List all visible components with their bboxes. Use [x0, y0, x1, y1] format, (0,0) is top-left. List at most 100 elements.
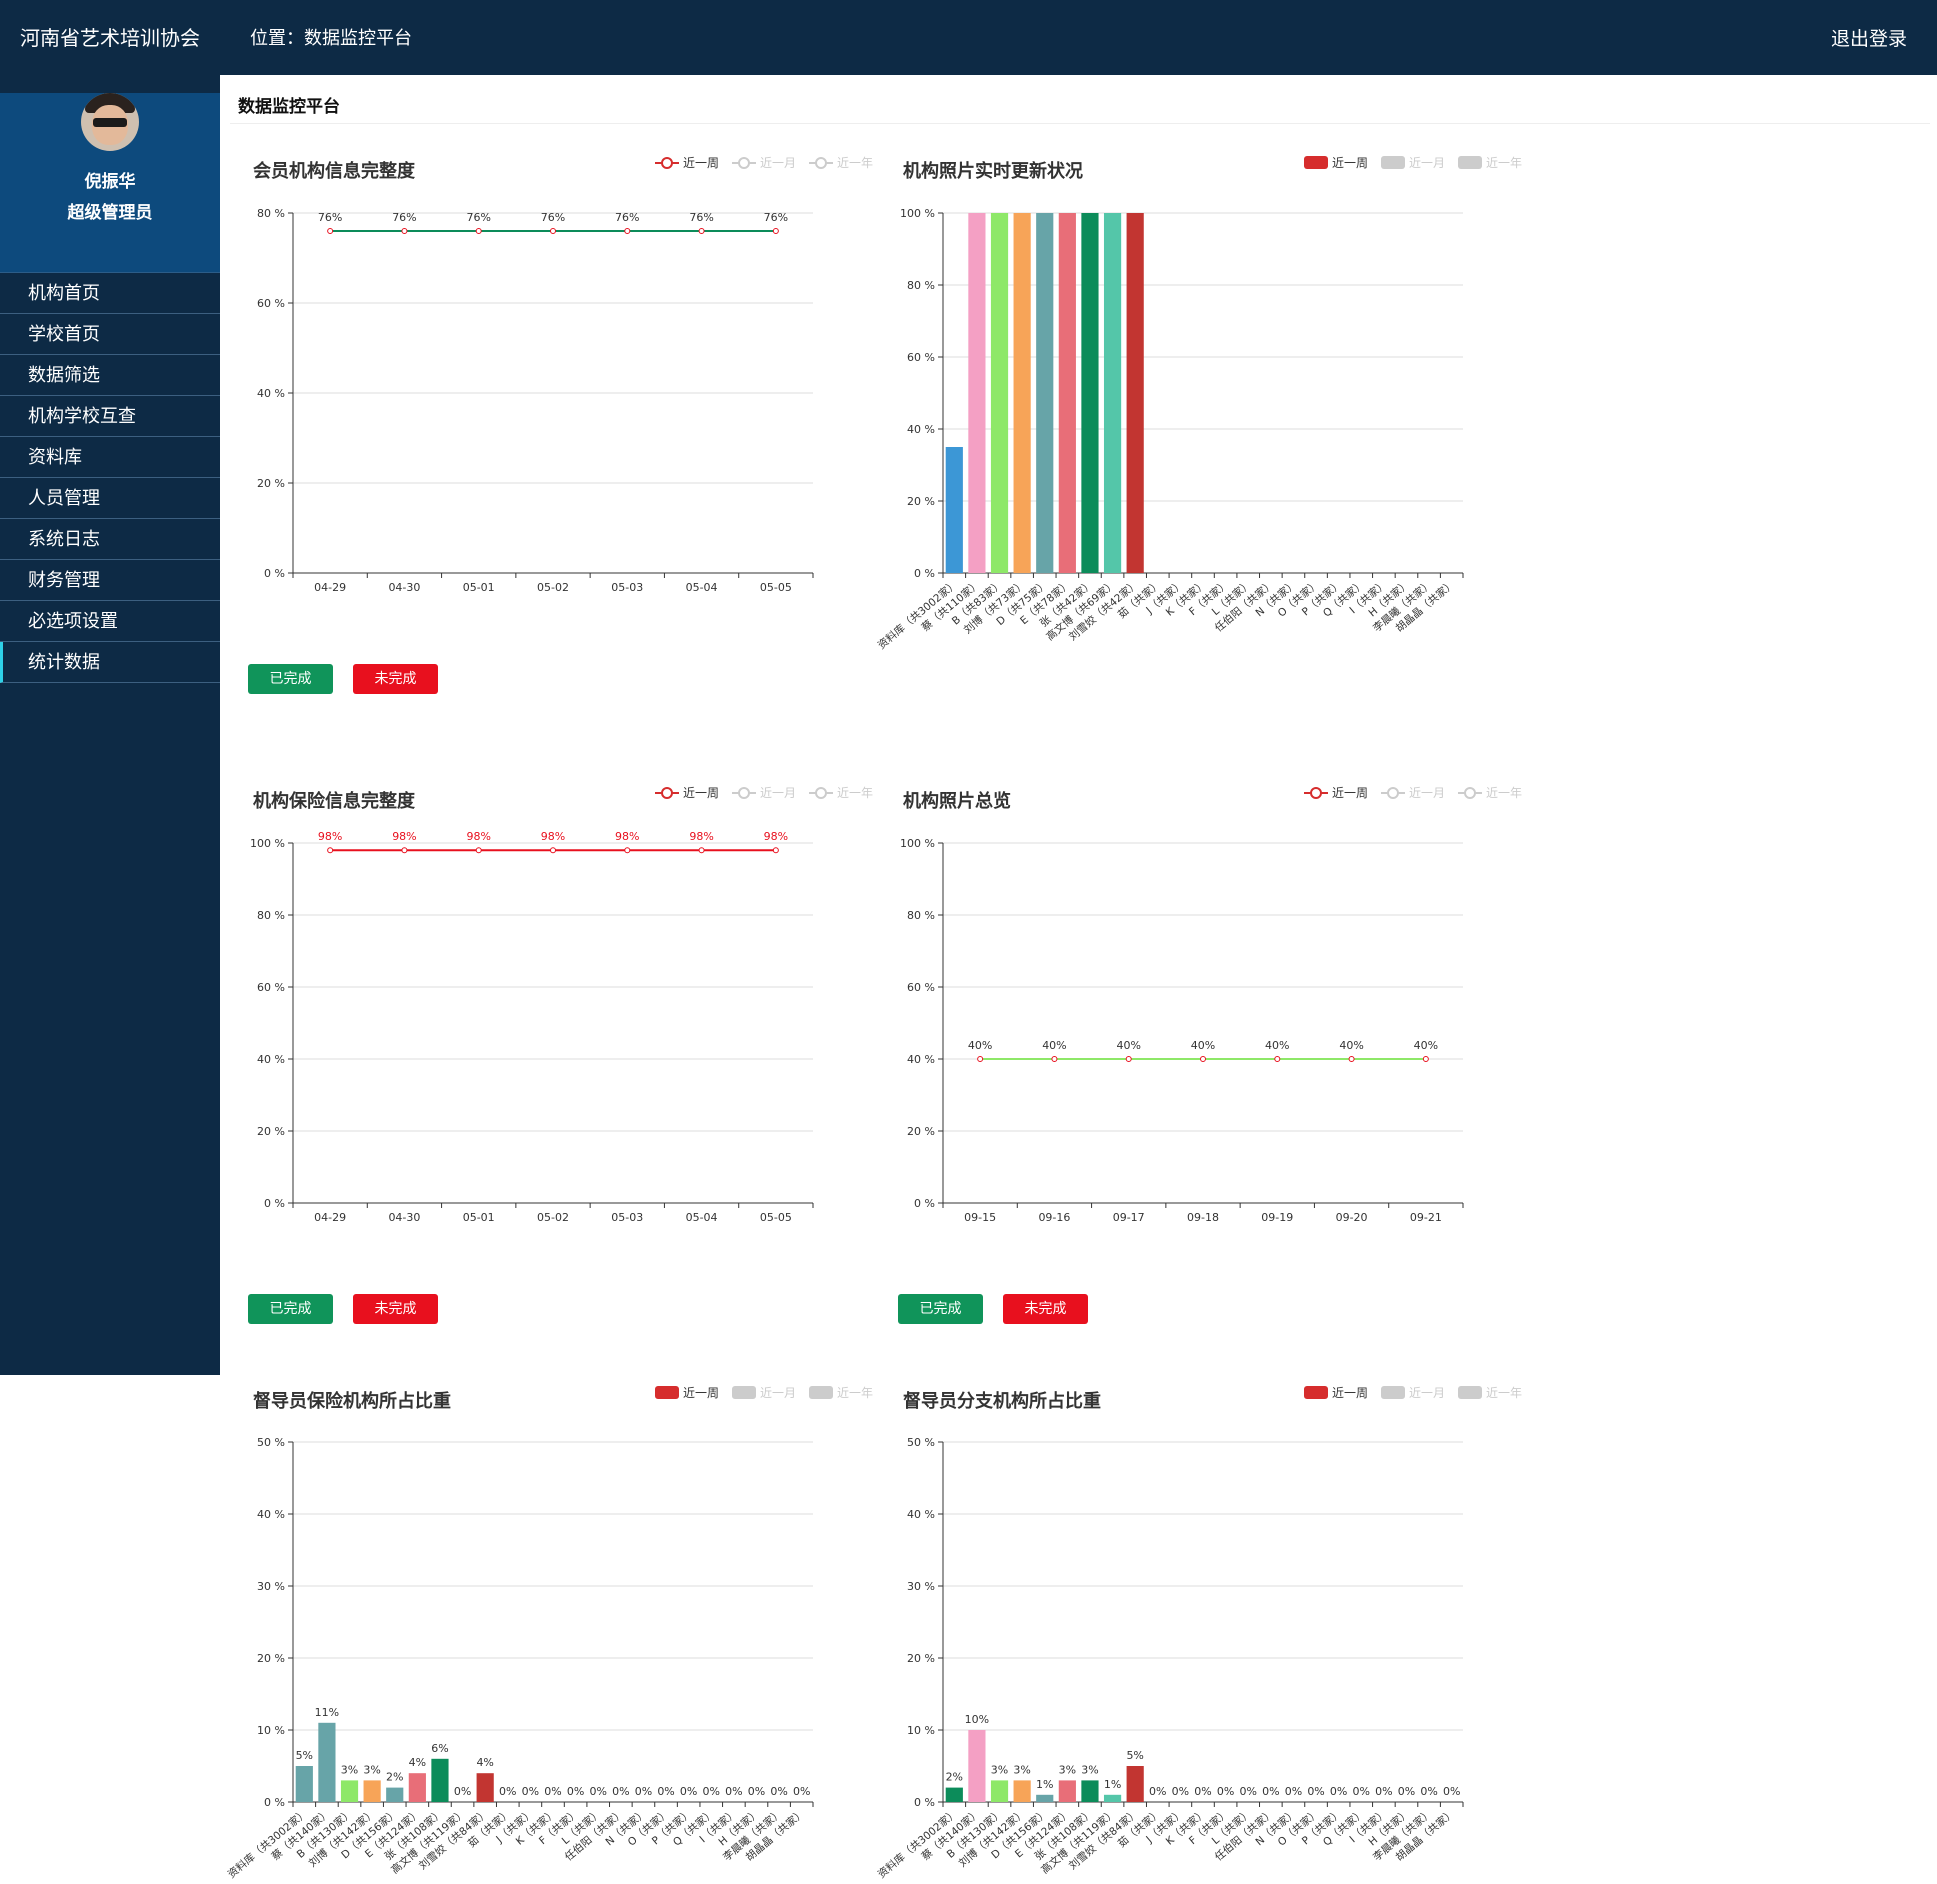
photo-overview-title: 机构照片总览: [903, 791, 1011, 812]
legend-rect-icon: [732, 1386, 756, 1399]
page-title: 数据监控平台: [238, 97, 340, 117]
data-label: 98%: [392, 830, 416, 843]
bar[interactable]: [1058, 213, 1076, 573]
bar[interactable]: [945, 447, 963, 573]
bar[interactable]: [1103, 213, 1122, 573]
bar[interactable]: [1036, 1794, 1054, 1802]
insurance-info-done-button[interactable]: 已完成: [248, 1294, 333, 1324]
data-point[interactable]: [698, 228, 705, 234]
legend-item-0[interactable]: 近一周: [1304, 154, 1368, 171]
data-point[interactable]: [475, 847, 482, 854]
y-tick-label: 40 %: [907, 1053, 935, 1066]
legend-item-1[interactable]: 近一月: [732, 1384, 796, 1401]
x-tick-label: 04-30: [388, 1211, 420, 1224]
legend-line-icon: [1304, 786, 1328, 799]
data-point[interactable]: [550, 847, 556, 854]
bar[interactable]: [1036, 213, 1054, 573]
photo-overview-undone-button[interactable]: 未完成: [1003, 1294, 1088, 1324]
data-point[interactable]: [772, 228, 779, 234]
data-label: 1%: [1104, 1778, 1121, 1791]
data-point[interactable]: [550, 228, 556, 234]
data-point[interactable]: [1051, 1056, 1058, 1062]
x-tick-label: 09-17: [1113, 1211, 1145, 1224]
legend-label: 近一月: [1409, 786, 1446, 800]
data-point[interactable]: [624, 228, 631, 234]
sidebar-item-5[interactable]: 人员管理: [0, 478, 220, 519]
data-point[interactable]: [698, 847, 705, 854]
legend-item-0[interactable]: 近一周: [1304, 1384, 1368, 1401]
data-point[interactable]: [1200, 1056, 1206, 1062]
sidebar-item-4[interactable]: 资料库: [0, 437, 220, 478]
bar[interactable]: [1013, 213, 1031, 573]
bar[interactable]: [990, 1780, 1009, 1802]
bar[interactable]: [1126, 1766, 1144, 1802]
bar[interactable]: [340, 1780, 359, 1802]
bar[interactable]: [476, 1773, 494, 1802]
bar[interactable]: [318, 1722, 336, 1802]
bar[interactable]: [990, 213, 1009, 573]
y-tick-label: 60 %: [907, 981, 935, 994]
bar[interactable]: [1126, 213, 1144, 573]
legend-item-2[interactable]: 近一年: [809, 1384, 873, 1401]
insurance-info-undone-button[interactable]: 未完成: [353, 1294, 438, 1324]
sidebar-item-1[interactable]: 学校首页: [0, 314, 220, 355]
data-point[interactable]: [624, 847, 631, 854]
legend-item-2[interactable]: 近一年: [809, 784, 873, 801]
member-info-done-button[interactable]: 已完成: [248, 664, 333, 694]
bar[interactable]: [386, 1787, 404, 1802]
legend-item-0[interactable]: 近一周: [655, 1384, 719, 1401]
legend-item-2[interactable]: 近一年: [1458, 154, 1522, 171]
legend-item-1[interactable]: 近一月: [1381, 1384, 1445, 1401]
x-tick-label: 09-15: [964, 1211, 996, 1224]
data-point[interactable]: [772, 847, 779, 854]
legend-item-0[interactable]: 近一周: [655, 154, 719, 171]
logout-link[interactable]: 退出登录: [1830, 28, 1907, 50]
data-point[interactable]: [977, 1056, 984, 1062]
photo-overview-done-button[interactable]: 已完成: [898, 1294, 983, 1324]
bar[interactable]: [968, 1730, 986, 1802]
legend-label: 近一年: [837, 786, 874, 800]
legend-line-icon: [655, 786, 679, 799]
data-point[interactable]: [475, 228, 482, 234]
legend-item-1[interactable]: 近一月: [732, 154, 796, 171]
bar[interactable]: [945, 1787, 963, 1802]
data-point[interactable]: [401, 228, 408, 234]
bar[interactable]: [408, 1773, 426, 1802]
y-tick-label: 50 %: [907, 1436, 935, 1449]
sidebar-item-2[interactable]: 数据筛选: [0, 355, 220, 396]
data-point[interactable]: [1422, 1056, 1429, 1062]
legend-item-1[interactable]: 近一月: [732, 784, 796, 801]
legend-item-2[interactable]: 近一年: [1458, 784, 1522, 801]
sidebar-item-3[interactable]: 机构学校互查: [0, 396, 220, 437]
legend-label: 近一周: [683, 786, 720, 800]
data-point[interactable]: [401, 847, 408, 854]
data-point[interactable]: [327, 228, 334, 234]
data-point[interactable]: [327, 847, 334, 854]
bar[interactable]: [363, 1780, 381, 1802]
bar[interactable]: [1081, 1780, 1099, 1802]
bar[interactable]: [1081, 213, 1099, 573]
member-info-undone-button[interactable]: 未完成: [353, 664, 438, 694]
legend-item-2[interactable]: 近一年: [809, 154, 873, 171]
bar[interactable]: [431, 1758, 449, 1802]
sidebar-item-9[interactable]: 统计数据: [0, 642, 220, 683]
legend-item-2[interactable]: 近一年: [1458, 1384, 1522, 1401]
sidebar-item-0[interactable]: 机构首页: [0, 273, 220, 314]
bar[interactable]: [1058, 1780, 1076, 1802]
data-point[interactable]: [1125, 1056, 1132, 1062]
sidebar-item-7[interactable]: 财务管理: [0, 560, 220, 601]
bar[interactable]: [1013, 1780, 1031, 1802]
legend-label: 近一年: [1486, 1386, 1523, 1400]
data-point[interactable]: [1348, 1056, 1355, 1062]
bar[interactable]: [295, 1766, 313, 1802]
legend-item-1[interactable]: 近一月: [1381, 154, 1445, 171]
sidebar-item-6[interactable]: 系统日志: [0, 519, 220, 560]
legend-item-1[interactable]: 近一月: [1381, 784, 1445, 801]
sidebar-item-8[interactable]: 必选项设置: [0, 601, 220, 642]
data-point[interactable]: [1274, 1056, 1281, 1062]
bar[interactable]: [968, 213, 986, 573]
bar[interactable]: [1103, 1794, 1122, 1802]
legend-item-0[interactable]: 近一周: [655, 784, 719, 801]
legend-item-0[interactable]: 近一周: [1304, 784, 1368, 801]
avatar[interactable]: [81, 93, 139, 151]
